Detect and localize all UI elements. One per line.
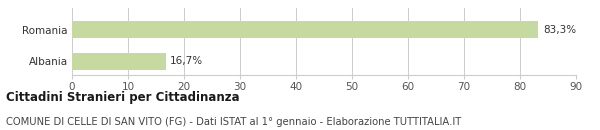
Text: COMUNE DI CELLE DI SAN VITO (FG) - Dati ISTAT al 1° gennaio - Elaborazione TUTTI: COMUNE DI CELLE DI SAN VITO (FG) - Dati … — [6, 117, 461, 127]
Bar — [72, 21, 538, 38]
Text: 83,3%: 83,3% — [543, 25, 576, 35]
Text: 16,7%: 16,7% — [170, 56, 203, 66]
Bar — [72, 53, 166, 70]
Text: Cittadini Stranieri per Cittadinanza: Cittadini Stranieri per Cittadinanza — [6, 91, 239, 104]
